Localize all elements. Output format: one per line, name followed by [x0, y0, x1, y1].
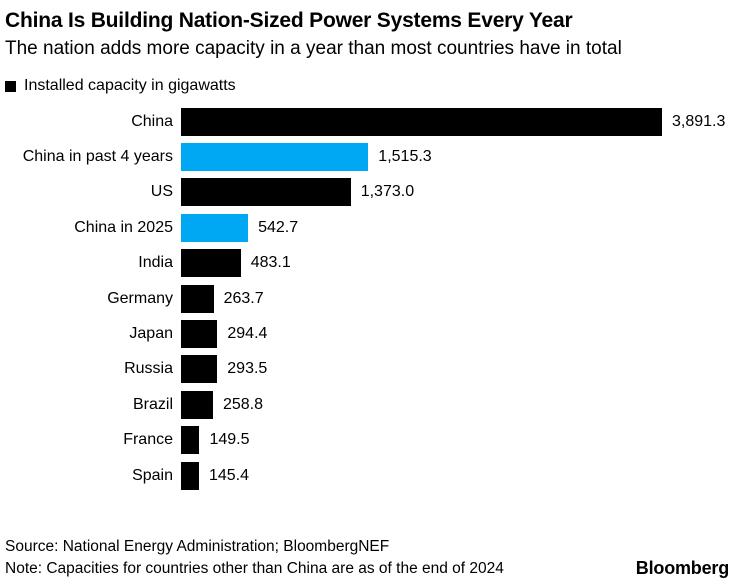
legend-swatch-icon [5, 80, 16, 92]
bar [181, 249, 241, 278]
category-label: Brazil [132, 395, 173, 413]
bar-row: Germany 263.7 [0, 281, 737, 316]
bar-track: 542.7 [181, 213, 662, 242]
bar-row: US 1,373.0 [0, 175, 737, 210]
chart-subtitle: The nation adds more capacity in a year … [5, 38, 622, 59]
bar [181, 107, 662, 136]
legend: Installed capacity in gigawatts [5, 77, 737, 95]
bar [181, 178, 351, 207]
value-label: 3,891.3 [672, 112, 726, 130]
category-label: China [131, 112, 173, 130]
bar-row: Spain 145.4 [0, 458, 737, 493]
bar-track: 3,891.3 [181, 107, 725, 136]
bar-track: 258.8 [181, 390, 662, 419]
category-label: US [150, 183, 173, 201]
source-line: Source: National Energy Administration; … [5, 538, 390, 555]
bar [181, 213, 249, 242]
bar-track: 149.5 [181, 426, 662, 455]
value-label: 293.5 [227, 360, 268, 378]
value-label: 258.8 [222, 395, 264, 413]
value-label: 149.5 [209, 431, 250, 449]
category-label: Japan [129, 325, 173, 343]
bar [181, 390, 213, 419]
category-label: France [123, 431, 173, 449]
bar-row: Brazil 258.8 [0, 387, 737, 422]
bar [181, 284, 214, 313]
bar-track: 293.5 [181, 355, 662, 384]
bar [181, 320, 218, 349]
bar-row: China 3,891.3 [0, 104, 737, 139]
bar [181, 461, 199, 490]
value-label: 294.4 [227, 325, 268, 343]
category-label: Russia [124, 360, 173, 378]
bar-track: 483.1 [181, 249, 662, 278]
category-label: Spain [132, 466, 173, 484]
value-label: 145.4 [208, 466, 250, 484]
bar-chart: China 3,891.3 China in past 4 years 1,515.3… [0, 104, 737, 493]
category-label: China in 2025 [74, 218, 173, 236]
category-label: Germany [107, 289, 173, 307]
bar-row: China in past 4 years 1,515.3 [0, 139, 737, 174]
category-label: India [138, 254, 173, 272]
category-label: China in past 4 years [22, 148, 173, 166]
value-label: 1,373.0 [360, 183, 415, 201]
bar-row: China in 2025 542.7 [0, 210, 737, 245]
legend-label: Installed capacity in gigawatts [24, 77, 236, 94]
bar-row: Japan 294.4 [0, 316, 737, 351]
value-label: 542.7 [258, 218, 299, 236]
chart-title: China Is Building Nation-Sized Power Sys… [5, 9, 573, 32]
chart-header: China Is Building Nation-Sized Power Sys… [0, 0, 737, 61]
bar [181, 426, 200, 455]
bar [181, 143, 369, 172]
bar-track: 263.7 [181, 284, 662, 313]
value-label: 483.1 [250, 254, 291, 272]
bar-track: 1,515.3 [181, 143, 662, 172]
bar-track: 294.4 [181, 320, 662, 349]
bar-row: France 149.5 [0, 423, 737, 458]
value-label: 263.7 [223, 289, 264, 307]
bar-track: 145.4 [181, 461, 662, 490]
chart-footer: Source: National Energy Administration; … [5, 536, 504, 580]
bloomberg-logo: Bloomberg [635, 558, 729, 578]
bar-track: 1,373.0 [181, 178, 662, 207]
bar [181, 355, 218, 384]
bar-row: Russia 293.5 [0, 352, 737, 387]
value-label: 1,515.3 [378, 148, 432, 166]
note-line: Note: Capacities for countries other tha… [5, 560, 504, 577]
bar-row: India 483.1 [0, 246, 737, 281]
